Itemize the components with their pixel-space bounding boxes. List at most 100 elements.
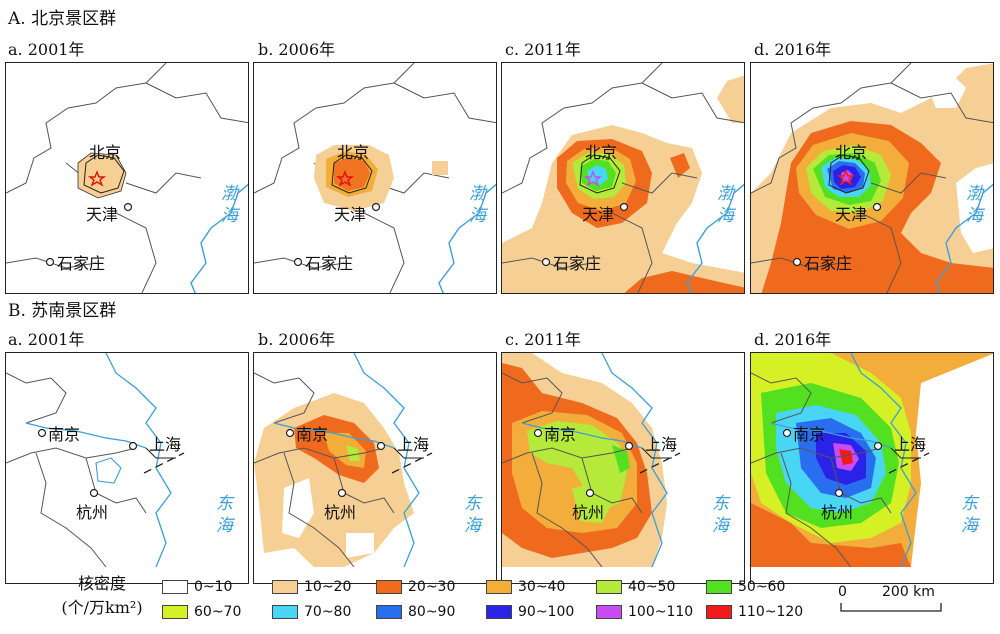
legend-swatch	[162, 580, 188, 594]
density-10-20-patch	[432, 161, 448, 175]
shijiazhuang-marker	[293, 257, 303, 267]
coastline	[935, 183, 993, 293]
shijiazhuang-marker	[541, 257, 551, 267]
legend-label: 20~30	[408, 579, 456, 595]
coastline	[353, 353, 420, 567]
map-beijing-2001: 北京 天津 石家庄 渤海	[5, 62, 249, 294]
beijing-boundary	[579, 154, 621, 194]
beijing-boundary	[83, 154, 125, 194]
city-label-nanjing: 南京	[296, 425, 329, 444]
sea-label-bohai: 渤海	[469, 184, 486, 226]
city-label-nanjing: 南京	[48, 425, 81, 444]
legend-label: 90~100	[518, 604, 575, 620]
density-0-10-hole-2	[346, 533, 374, 558]
city-label-tianjin: 天津	[835, 205, 868, 224]
legend-label: 30~40	[518, 579, 566, 595]
city-label-tianjin: 天津	[334, 205, 367, 224]
density-40-50	[346, 445, 360, 461]
legend-swatch	[162, 605, 188, 619]
shanghai-marker	[128, 441, 138, 451]
river-yangtze	[770, 422, 892, 449]
tianjin-marker	[371, 202, 381, 212]
legend-item: 10~20	[272, 578, 351, 596]
map-sunan-2001-svg	[6, 353, 185, 567]
density-0-10-hole-n	[926, 73, 966, 108]
legend-swatch	[376, 580, 402, 594]
density-0-10-hole	[956, 163, 993, 253]
density-10-20-ne	[717, 75, 744, 123]
city-label-beijing: 北京	[585, 143, 618, 162]
map-sunan-2011: 南京 上海 杭州 东海	[501, 352, 745, 584]
map-sunan-2016-svg	[751, 353, 993, 567]
legend-title: 核密度 (个/万km²)	[52, 572, 152, 620]
capital-star-icon	[335, 170, 355, 187]
map-beijing-2001-svg	[6, 63, 248, 293]
density-110-120	[839, 449, 853, 465]
density-20-30-patch	[562, 533, 582, 553]
city-label-shijiazhuang: 石家庄	[305, 254, 354, 273]
city-label-beijing: 北京	[89, 143, 122, 162]
admin-boundary	[6, 372, 147, 567]
legend-item: 90~100	[486, 603, 574, 621]
sea-label-bohai: 渤海	[221, 184, 238, 226]
city-label-shanghai: 上海	[645, 435, 678, 454]
density-40-50-s	[572, 483, 612, 523]
sea-label-donghai: 东海	[961, 494, 978, 536]
admin-boundary	[502, 63, 744, 293]
beijing-boundary	[828, 154, 870, 194]
hangzhou-marker	[337, 488, 347, 498]
map-sunan-2001: 南京 上海 杭州 东海	[5, 352, 249, 584]
map-beijing-2006: 北京 天津 石家庄 渤海	[253, 62, 497, 294]
capital-star-icon	[836, 169, 856, 186]
panel-label-a-2011: c. 2011年	[505, 40, 581, 59]
coastline	[190, 183, 248, 293]
panel-label-b-2001: a. 2001年	[8, 330, 85, 349]
scale-bar-line	[840, 603, 942, 612]
sea-label-donghai: 东海	[464, 494, 481, 536]
map-beijing-2011-svg	[502, 63, 744, 293]
scale-value-label: 200 km	[882, 584, 935, 600]
shijiazhuang-marker	[45, 257, 55, 267]
map-sunan-2006: 南京 上海 杭州 东海	[253, 352, 497, 584]
yangtze-mouth	[641, 447, 672, 459]
density-10-20	[77, 152, 127, 199]
sea-label-bohai: 渤海	[717, 184, 734, 226]
city-label-shijiazhuang: 石家庄	[804, 254, 853, 273]
admin-boundary	[6, 63, 248, 293]
map-sunan-2016: 南京 上海 杭州 东海	[750, 352, 994, 584]
yangtze-mouth	[890, 447, 921, 459]
map-beijing-2016: 北京 天津 石家庄 渤海	[750, 62, 994, 294]
legend-label: 0~10	[194, 579, 233, 595]
legend-label: 80~90	[408, 604, 456, 620]
legend-label: 70~80	[304, 604, 352, 620]
panel-label-b-2006: b. 2006年	[258, 330, 336, 349]
taihu-lake	[95, 457, 122, 484]
legend-swatch	[272, 580, 298, 594]
nanjing-marker	[533, 428, 543, 438]
city-label-beijing: 北京	[835, 143, 868, 162]
capital-star-icon	[87, 170, 107, 187]
shijiazhuang-marker	[792, 257, 802, 267]
density-20-30-south	[624, 271, 744, 293]
density-20-30	[751, 503, 911, 567]
yangtze-mouth	[393, 447, 424, 459]
legend-item: 0~10	[162, 578, 232, 596]
city-label-nanjing: 南京	[544, 425, 577, 444]
city-label-hangzhou: 杭州	[572, 503, 605, 522]
nanjing-marker	[37, 428, 47, 438]
legend-item: 30~40	[486, 578, 565, 596]
legend-item: 20~30	[376, 578, 455, 596]
legend-swatch	[706, 605, 732, 619]
nanjing-marker	[285, 428, 295, 438]
admin-boundary	[502, 372, 643, 567]
city-label-shanghai: 上海	[397, 435, 430, 454]
legend-swatch	[596, 580, 622, 594]
legend-swatch	[706, 580, 732, 594]
map-beijing-2006-svg	[254, 63, 496, 293]
city-label-tianjin: 天津	[582, 205, 615, 224]
hangzhou-marker	[585, 488, 595, 498]
coastline	[850, 353, 917, 567]
hangzhou-marker	[834, 488, 844, 498]
city-label-shanghai: 上海	[894, 435, 927, 454]
city-label-hangzhou: 杭州	[76, 503, 109, 522]
